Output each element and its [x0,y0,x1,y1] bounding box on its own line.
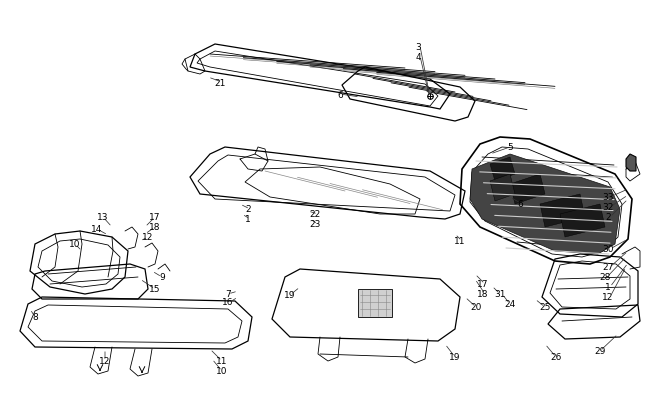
Polygon shape [490,175,515,202]
Polygon shape [626,155,636,172]
Text: 1: 1 [245,215,251,224]
Text: 11: 11 [454,237,466,246]
Text: 32: 32 [603,203,614,212]
Text: 5: 5 [507,143,513,152]
Text: 12: 12 [603,293,614,302]
Text: 30: 30 [603,245,614,254]
Polygon shape [560,205,605,237]
Text: 33: 33 [603,193,614,202]
Text: 12: 12 [142,233,153,242]
Text: 23: 23 [309,220,320,229]
Text: 6: 6 [337,90,343,99]
Text: 10: 10 [216,367,228,375]
Text: 21: 21 [214,78,226,87]
Text: 19: 19 [449,353,461,362]
Text: 18: 18 [477,290,489,299]
Text: 24: 24 [504,300,515,309]
Text: 11: 11 [216,357,228,366]
Text: 25: 25 [540,303,551,312]
Text: 8: 8 [32,313,38,322]
Text: 29: 29 [594,347,606,356]
Text: 27: 27 [603,263,614,272]
Text: 22: 22 [309,210,320,219]
Text: 17: 17 [150,213,161,222]
Text: 10: 10 [70,240,81,249]
Text: 12: 12 [99,357,111,366]
Polygon shape [470,155,620,254]
Text: 20: 20 [471,303,482,312]
Text: 2: 2 [605,213,611,222]
Polygon shape [540,194,585,228]
Text: 26: 26 [551,353,562,362]
Text: 1: 1 [605,283,611,292]
Text: 14: 14 [91,225,103,234]
Text: 7: 7 [225,290,231,299]
Text: 13: 13 [98,213,109,222]
Text: 17: 17 [477,280,489,289]
Text: 18: 18 [150,223,161,232]
Text: 19: 19 [284,291,296,300]
Text: 4: 4 [415,52,421,61]
Polygon shape [510,175,545,205]
Text: 16: 16 [222,298,234,307]
Text: 28: 28 [599,273,611,282]
Polygon shape [490,158,515,181]
Text: 6: 6 [517,200,523,209]
Text: 2: 2 [245,205,251,214]
Text: 9: 9 [159,273,165,282]
Text: 31: 31 [494,290,506,299]
Polygon shape [358,289,392,317]
Text: 15: 15 [150,285,161,294]
Text: 3: 3 [415,43,421,51]
